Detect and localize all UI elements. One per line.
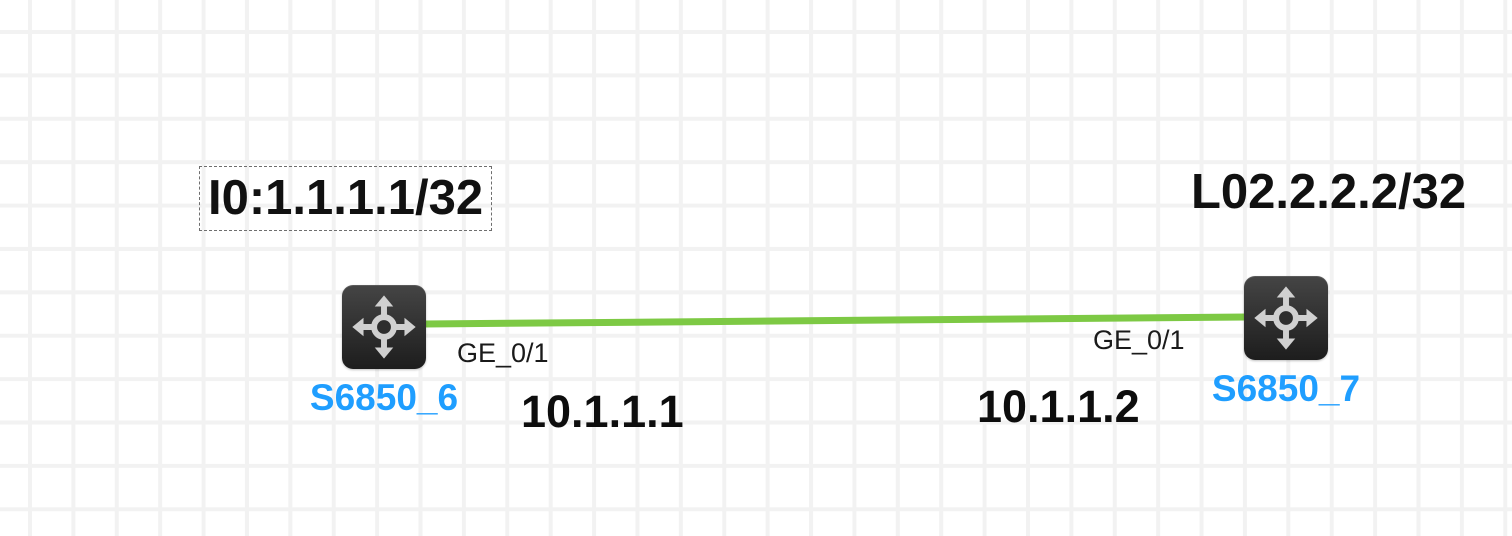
device-label-s6850-6: S6850_6	[309, 377, 459, 418]
device-node-s6850-6[interactable]	[342, 285, 426, 369]
annotation-left-loopback[interactable]: I0:1.1.1.1/32	[199, 166, 493, 231]
device-node-s6850-7[interactable]	[1244, 276, 1328, 360]
link-line[interactable]	[423, 313, 1248, 328]
annotation-right-loopback[interactable]: L02.2.2.2/32	[1191, 165, 1467, 219]
ip-label-left: 10.1.1.1	[521, 386, 684, 437]
device-label-s6850-7: S6850_7	[1211, 368, 1361, 409]
ip-label-right: 10.1.1.2	[977, 381, 1140, 432]
router-icon	[352, 295, 416, 359]
interface-label-left: GE_0/1	[457, 338, 549, 368]
router-icon	[1254, 286, 1318, 350]
interface-label-right: GE_0/1	[1093, 325, 1185, 355]
